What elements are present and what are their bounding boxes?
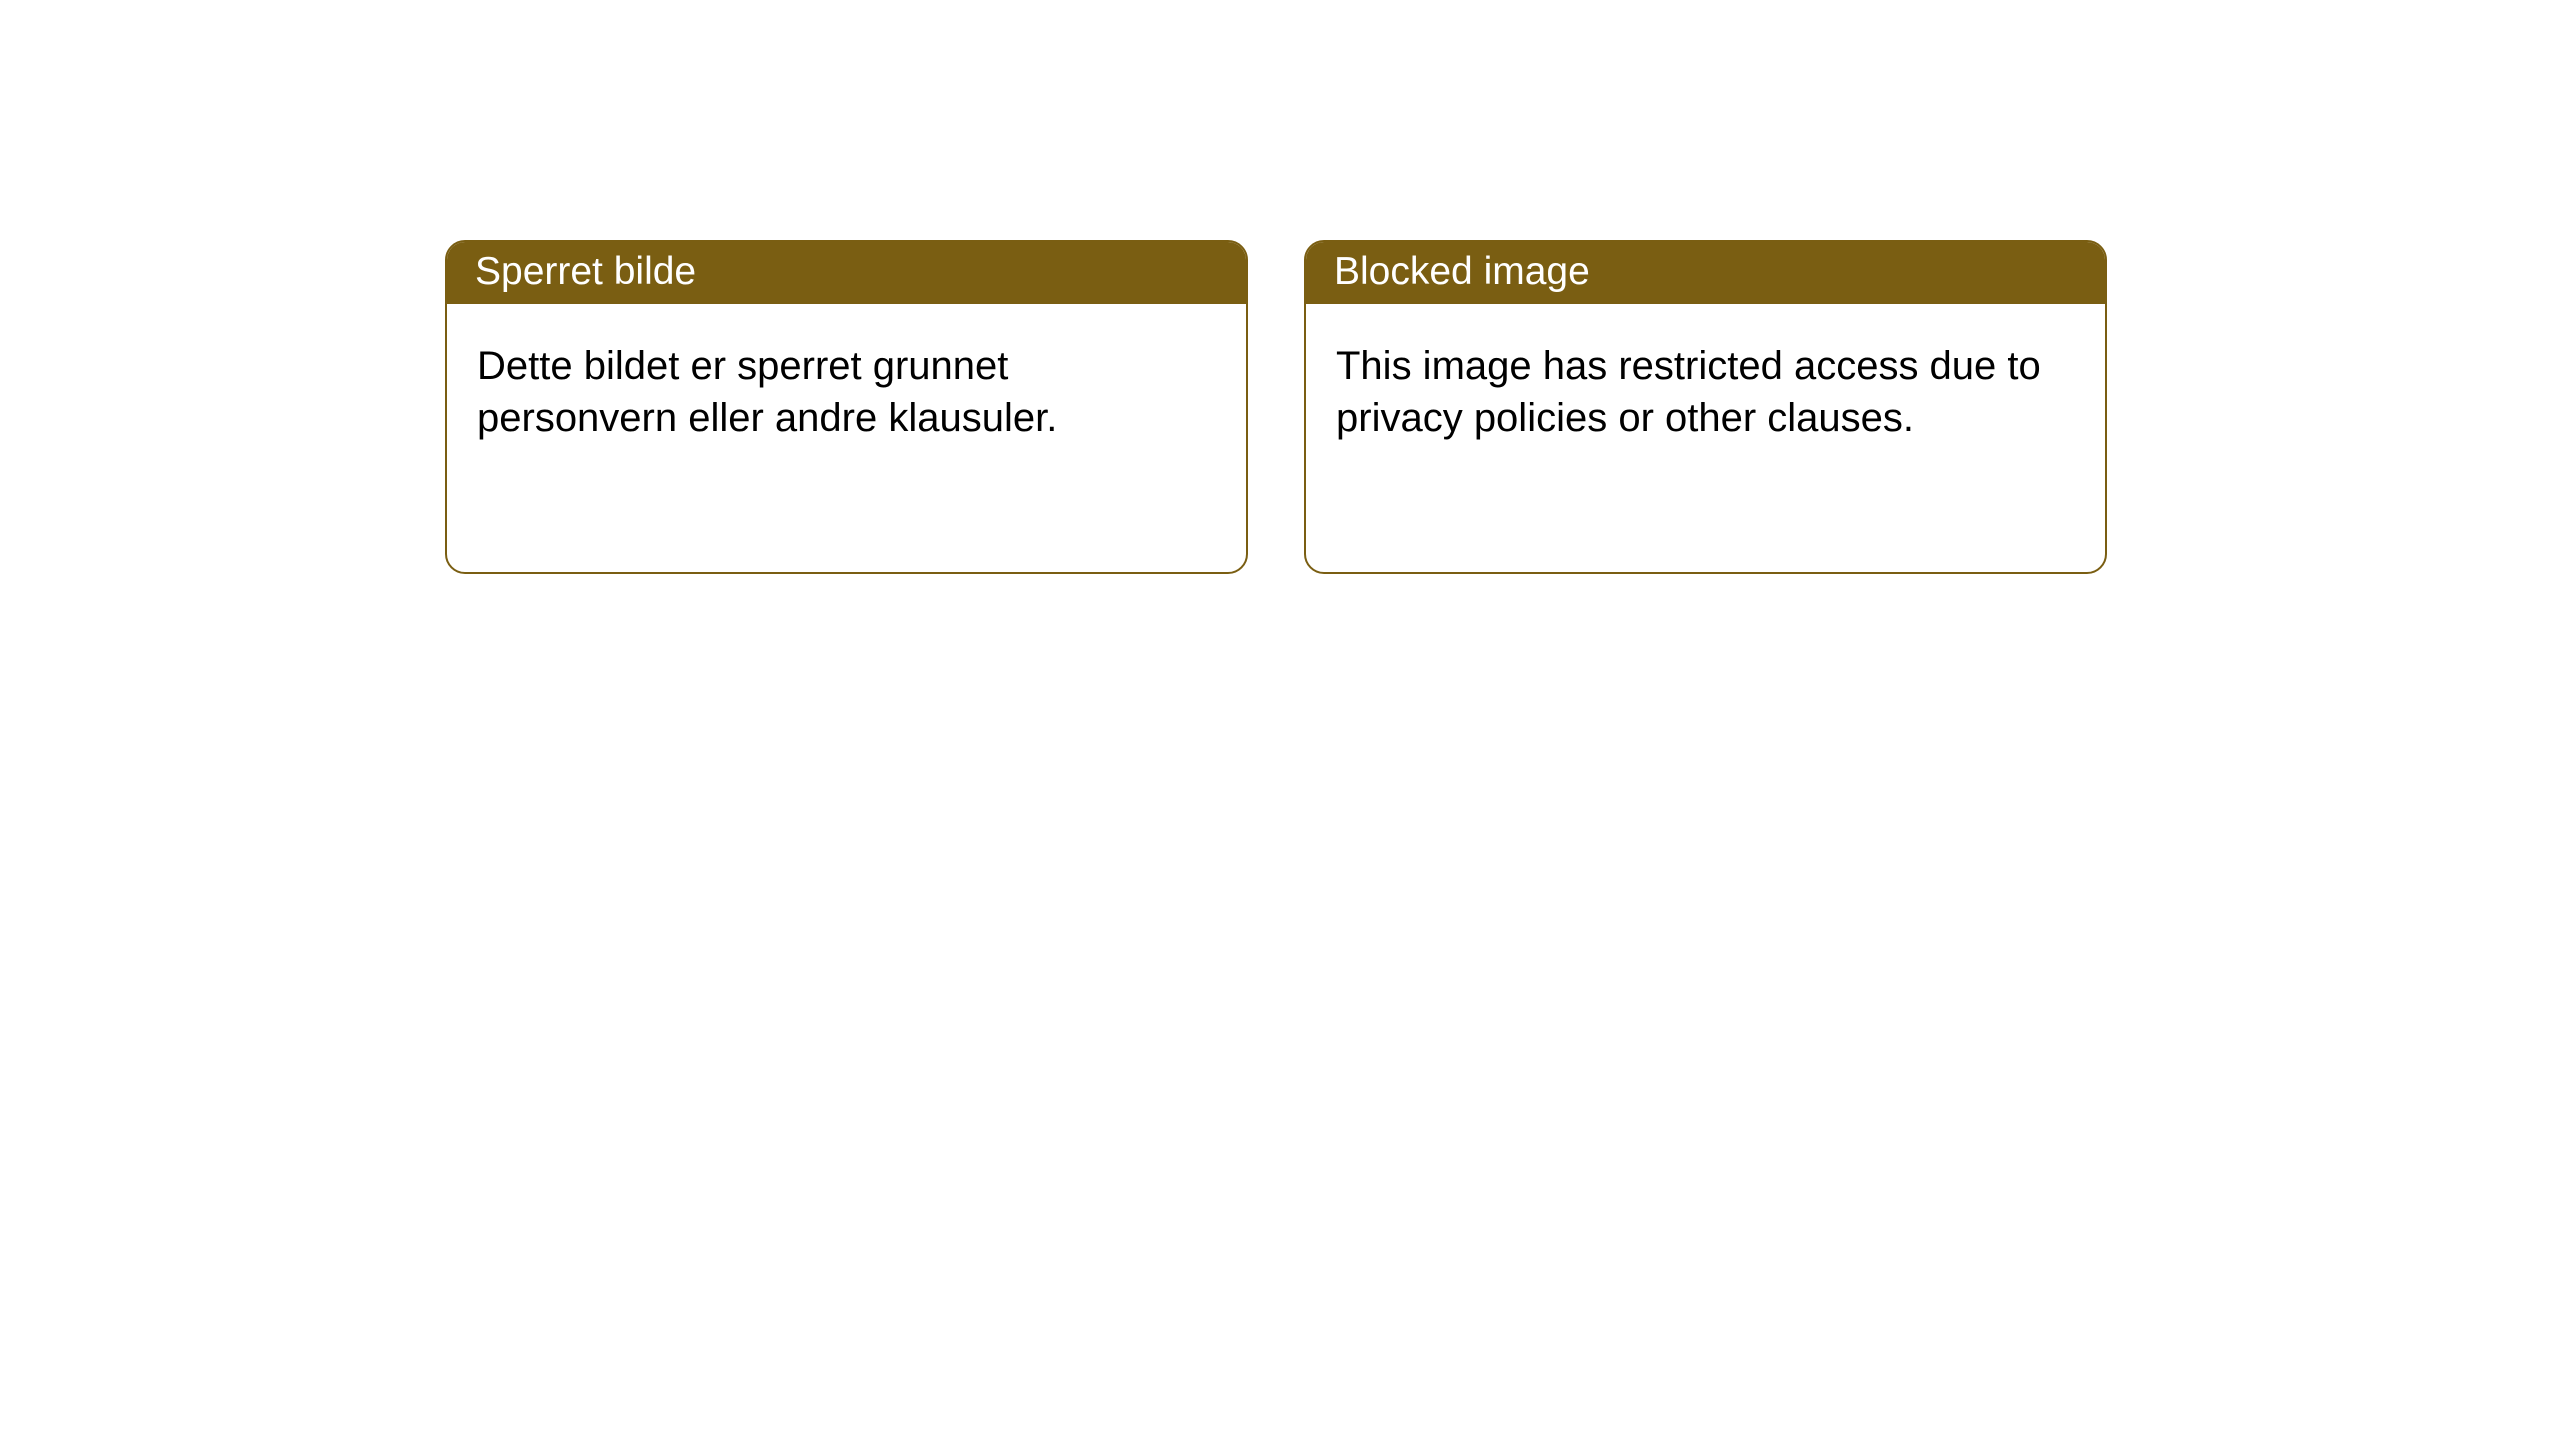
notice-card-english: Blocked image This image has restricted … (1304, 240, 2107, 574)
notice-card-norwegian: Sperret bilde Dette bildet er sperret gr… (445, 240, 1248, 574)
notice-container: Sperret bilde Dette bildet er sperret gr… (445, 240, 2107, 574)
notice-header: Blocked image (1306, 242, 2105, 304)
notice-header: Sperret bilde (447, 242, 1246, 304)
notice-body: Dette bildet er sperret grunnet personve… (447, 304, 1246, 480)
notice-body: This image has restricted access due to … (1306, 304, 2105, 480)
